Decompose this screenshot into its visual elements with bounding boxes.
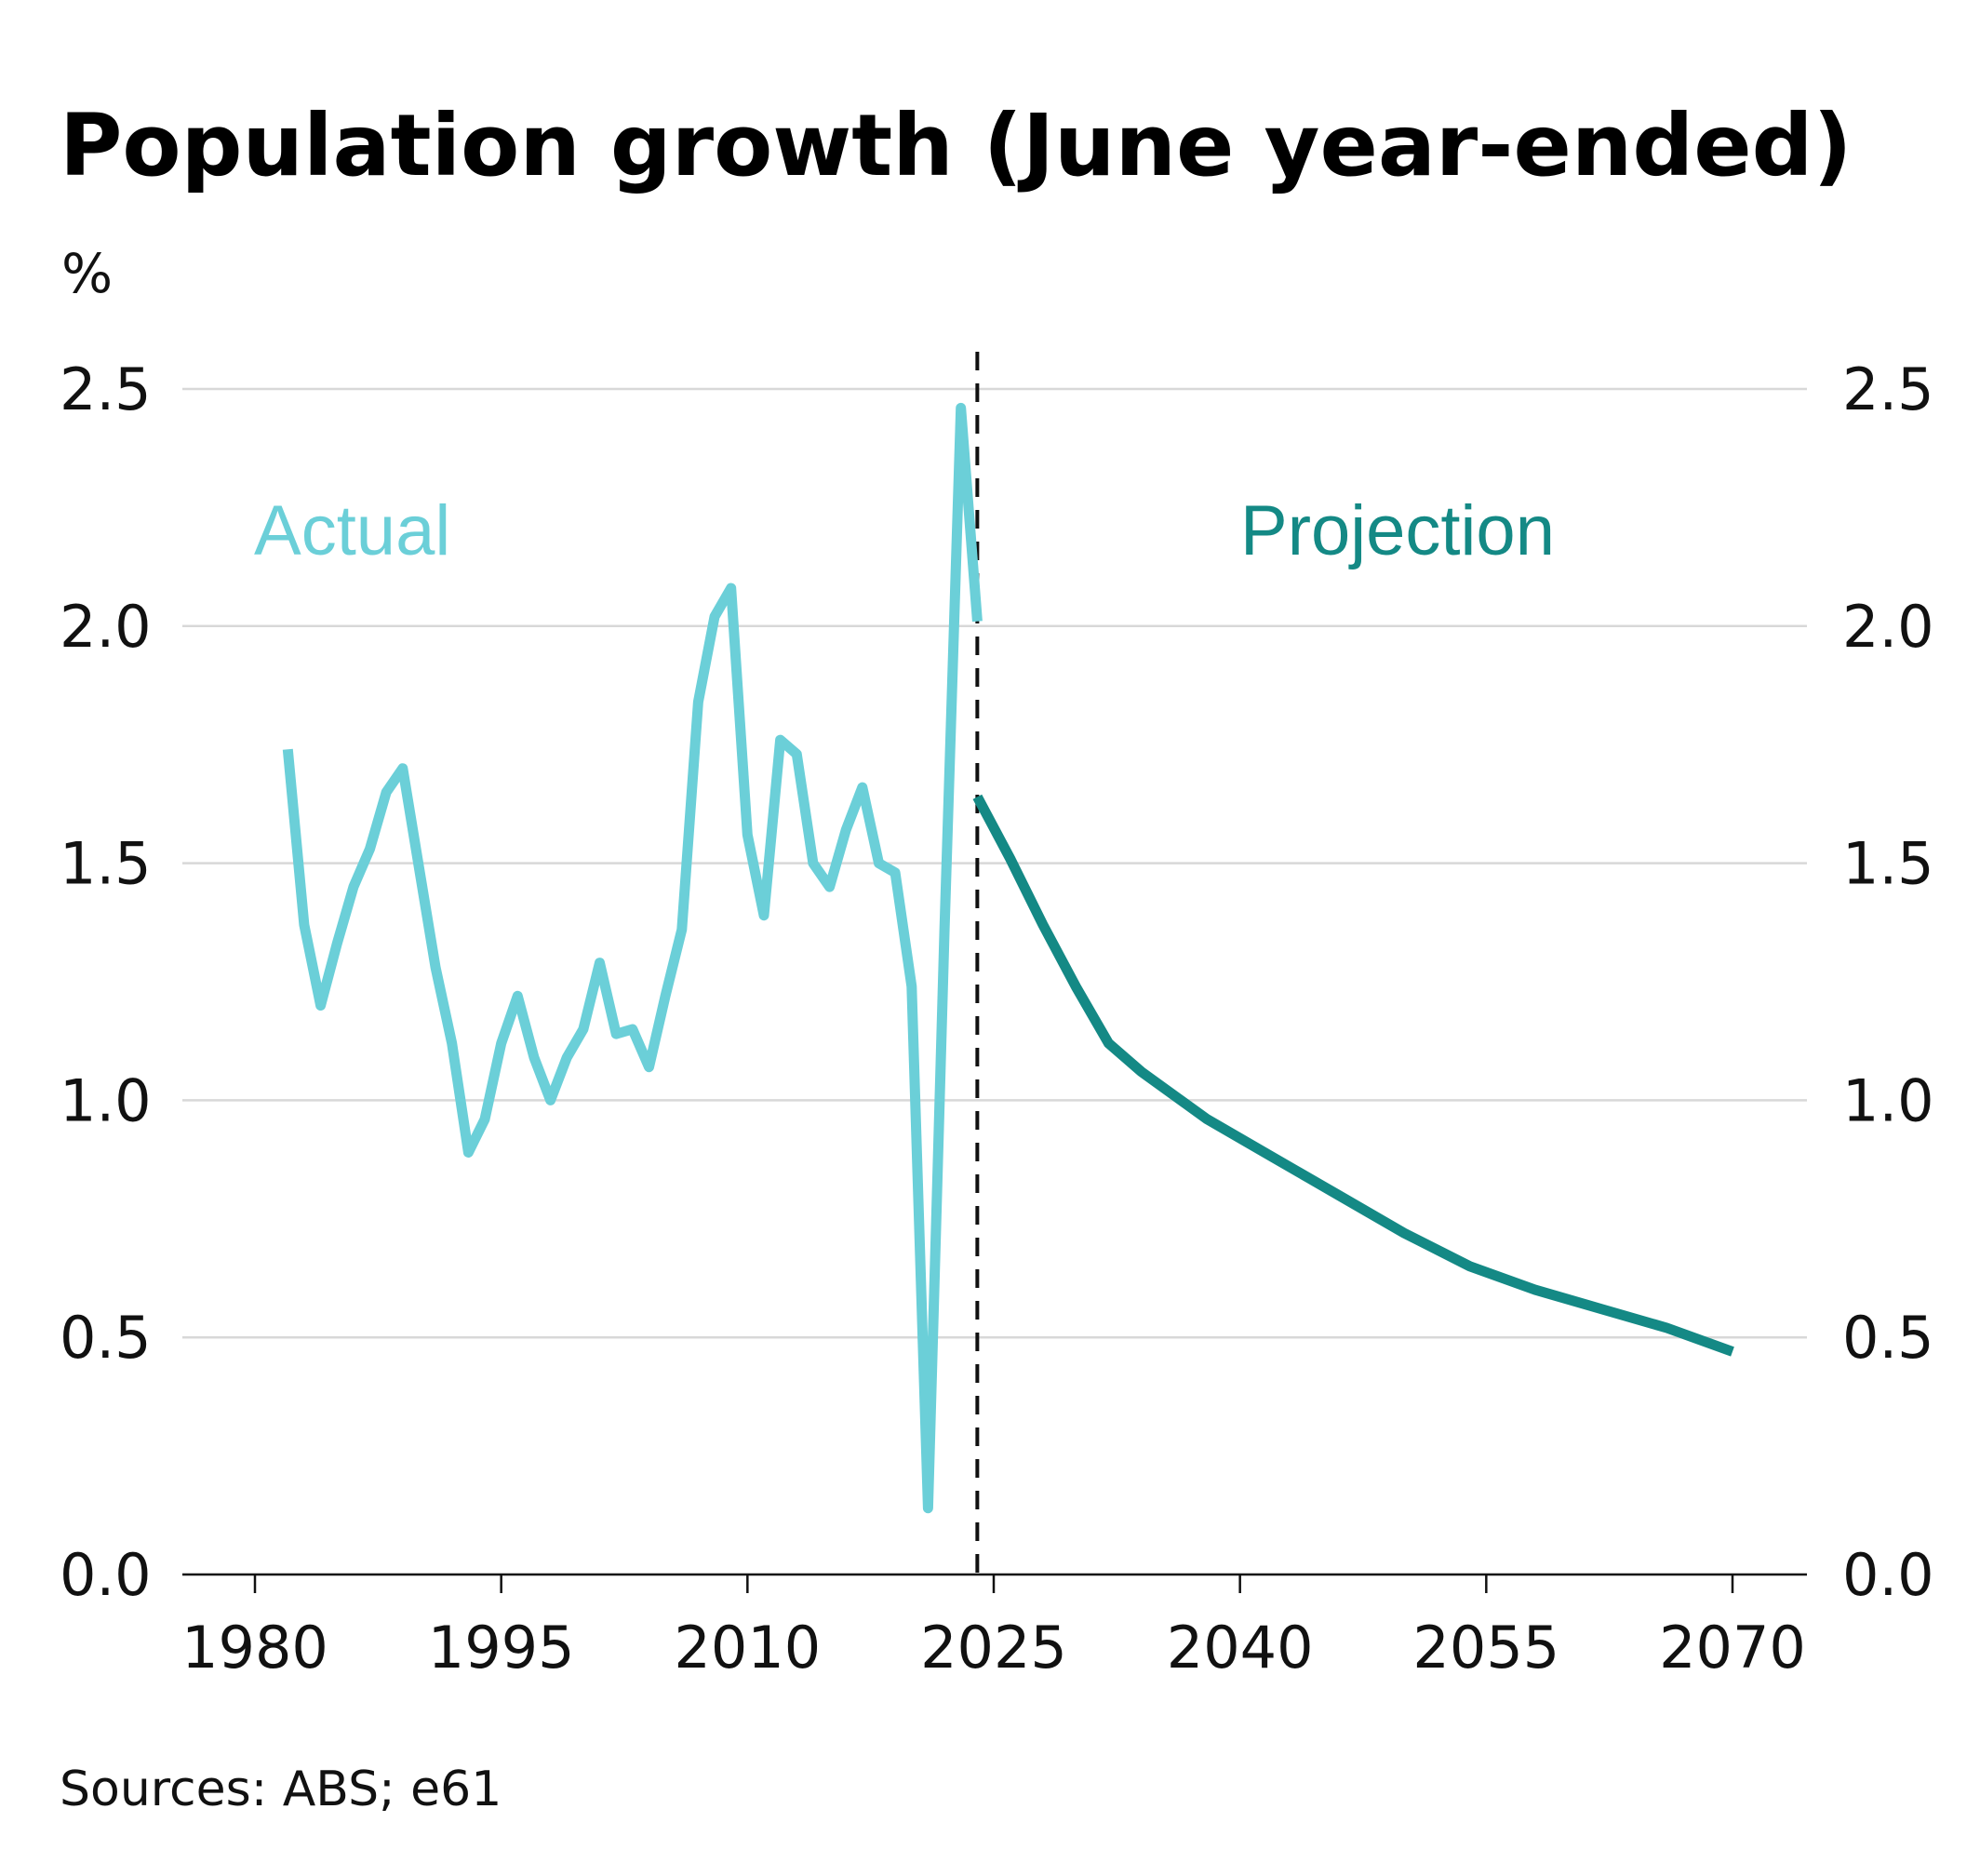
chart-title: Population growth (June year-ended) <box>60 96 1853 195</box>
x-tick-label: 2055 <box>1412 1614 1559 1682</box>
series-label-actual: Actual <box>254 491 450 570</box>
y-tick-label-right: 2.5 <box>1842 355 1934 423</box>
y-tick-label-left: 1.5 <box>60 830 152 898</box>
y-tick-label-left: 2.5 <box>60 355 152 423</box>
y-tick-label-left: 1.0 <box>60 1066 152 1134</box>
y-tick-label-right: 0.0 <box>1842 1541 1934 1609</box>
x-tick-label: 2070 <box>1659 1614 1806 1682</box>
x-tick-label: 2040 <box>1167 1614 1314 1682</box>
y-tick-label-left: 0.5 <box>60 1304 152 1372</box>
x-tick-label: 2025 <box>920 1614 1067 1682</box>
series-line-actual <box>282 402 983 1514</box>
y-axis-unit-label: % <box>61 242 113 305</box>
x-tick-label: 1980 <box>181 1614 328 1682</box>
y-tick-label-right: 1.5 <box>1842 830 1934 898</box>
y-tick-label-right: 2.0 <box>1842 593 1934 661</box>
series-line-projection <box>972 794 1734 1357</box>
x-axis: 1980 1995 2010 2025 2040 2055 2070 <box>181 1573 1807 1682</box>
series-label-projection: Projection <box>1240 491 1555 570</box>
y-tick-label-right: 1.0 <box>1842 1066 1934 1134</box>
series-lines <box>282 402 1734 1514</box>
source-note: Sources: ABS; e61 <box>60 1762 502 1817</box>
x-tick-label: 1995 <box>428 1614 575 1682</box>
x-tick-label: 2010 <box>674 1614 821 1682</box>
y-tick-label-right: 0.5 <box>1842 1304 1934 1372</box>
gridlines: 0.0 0.0 0.5 0.5 1.0 1.0 1.5 1.5 2.0 2.0 2.5 2.5 <box>60 355 1934 1609</box>
y-tick-label-left: 2.0 <box>60 593 152 661</box>
y-tick-label-left: 0.0 <box>60 1541 152 1609</box>
